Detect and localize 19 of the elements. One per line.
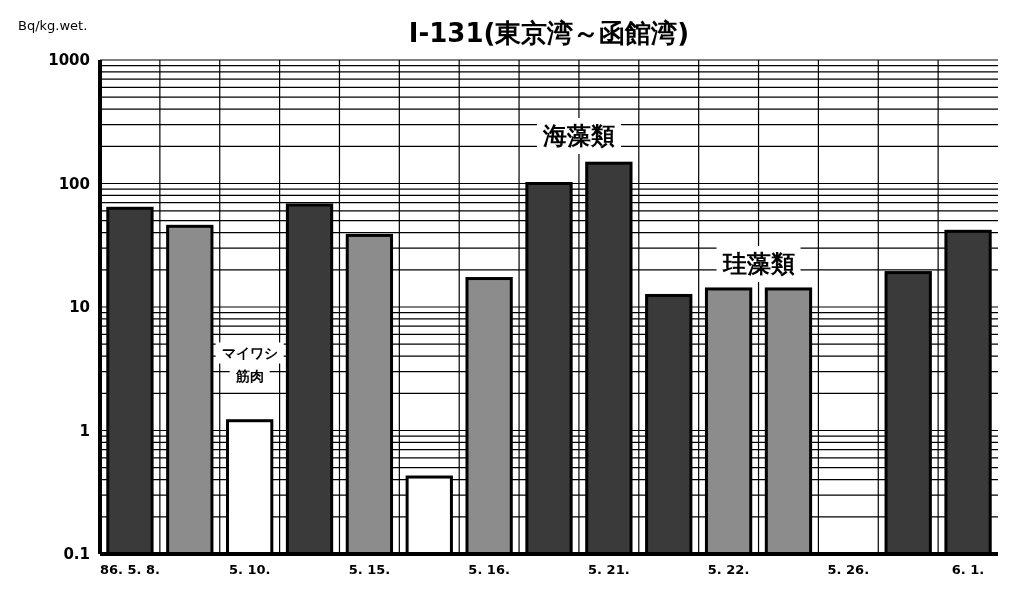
y-tick-label: 10 — [69, 298, 90, 317]
x-tick-label: 5. 21. — [588, 562, 630, 577]
y-axis-title: Bq/kg.wet. — [18, 18, 88, 33]
x-tick-label: 6. 1. — [951, 562, 985, 577]
chart-title: I-131(東京湾～函館湾) — [408, 18, 690, 48]
annotation: 珪藻類 — [721, 250, 795, 279]
annotation: 海藻類 — [541, 122, 615, 151]
y-tick-label: 0.1 — [63, 545, 90, 564]
x-tick-label: 5. 10. — [228, 562, 271, 577]
x-tick-label: 5. 26. — [827, 562, 870, 577]
annotation: マイワシ — [221, 344, 278, 361]
y-tick-label: 100 — [58, 174, 90, 193]
annotation: 筋肉 — [234, 367, 264, 384]
x-tick-label: 86. 5. 8. — [99, 562, 160, 577]
x-tick-label: 5. 22. — [707, 562, 750, 577]
y-tick-label: 1 — [79, 421, 90, 440]
y-tick-label: 1000 — [48, 51, 90, 70]
x-tick-label: 5. 16. — [468, 562, 510, 577]
x-tick-label: 5. 15. — [348, 562, 391, 577]
